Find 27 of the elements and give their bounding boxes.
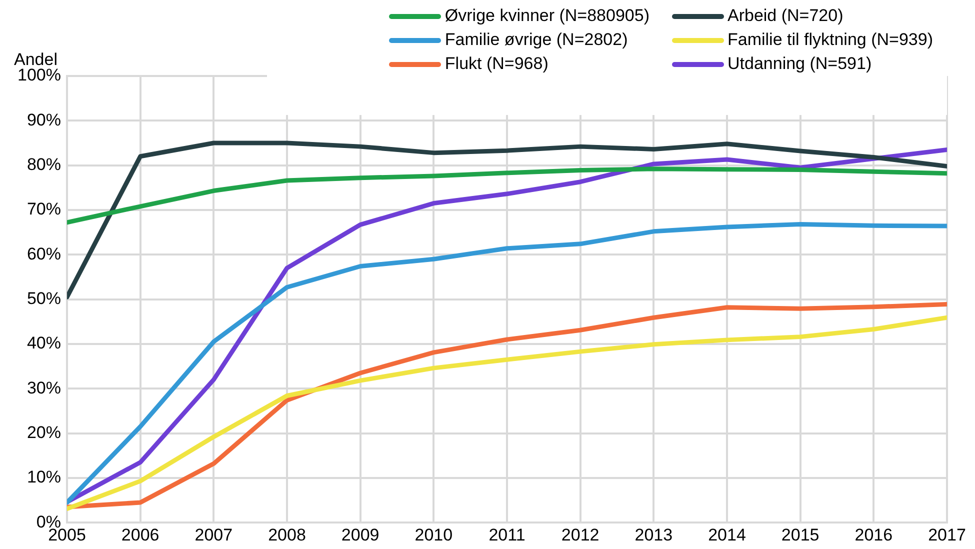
x-tick-label: 2014 [708,525,746,544]
y-tick-label: 10% [26,468,61,487]
y-tick-label: 90% [26,110,61,130]
legend-label: Familie til flyktning (N=939) [728,30,933,50]
y-tick-label: 60% [26,244,61,264]
x-tick-label: 2016 [854,525,893,544]
x-tick-label: 2009 [341,525,380,544]
y-tick-label: 50% [26,288,61,308]
x-tick-label: 2010 [414,525,453,544]
legend-label: Familie øvrige (N=2802) [444,30,628,50]
x-tick-label: 2008 [268,525,306,544]
legend-label: Øvrige kvinner (N=880905) [444,6,650,26]
y-tick-label: 40% [26,334,61,353]
x-tick-label: 2011 [488,525,526,544]
y-tick-label: 20% [26,422,61,442]
legend-label: Flukt (N=968) [444,54,548,74]
y-tick-label: 70% [26,200,61,219]
x-tick-label: 2017 [928,525,966,544]
x-tick-label: 2012 [561,525,600,544]
legend-label: Utdanning (N=591) [728,54,872,74]
x-tick-label: 2015 [781,525,820,544]
legend-label: Arbeid (N=720) [728,6,844,26]
x-tick-label: 2006 [121,525,160,544]
y-tick-label: 80% [26,155,61,174]
x-tick-label: 2013 [634,525,673,544]
x-tick-label: 2007 [194,525,233,544]
y-tick-label: 30% [26,378,61,398]
